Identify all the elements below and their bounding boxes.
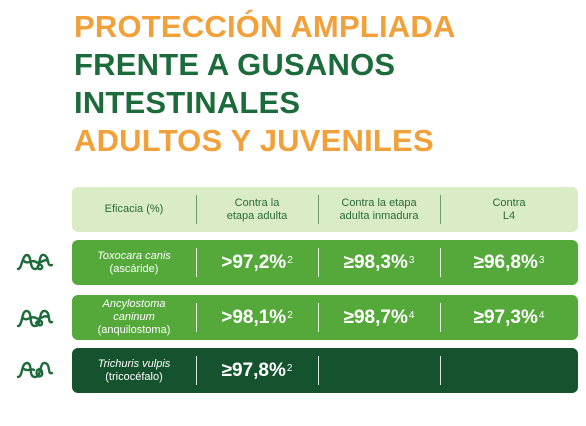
divider — [318, 248, 319, 277]
adult-value: ≥97,8% 2 — [196, 348, 318, 393]
divider — [196, 248, 197, 277]
reference-number: 2 — [287, 310, 293, 321]
l4-value: ≥96,8% 3 — [440, 240, 578, 285]
immature-value: ≥98,7% 4 — [318, 295, 440, 340]
divider — [440, 356, 441, 385]
header-l4-line2: L4 — [502, 209, 516, 222]
value-text: ≥97,8% — [221, 360, 286, 381]
adult-value: >98,1% 2 — [196, 295, 318, 340]
reference-number: 3 — [408, 255, 415, 266]
adult-value: >97,2% 2 — [196, 240, 318, 285]
value-text: ≥98,3% — [343, 252, 408, 273]
divider — [318, 195, 319, 224]
common-name: (tricocéfalo) — [105, 370, 163, 383]
table-row: Trichuris vulpis (tricocéfalo) ≥97,8% 2 — [72, 348, 578, 393]
header-efficacy-label: Eficacia (%) — [104, 203, 164, 215]
reference-number: 2 — [286, 363, 293, 374]
title-line-4: ADULTOS Y JUVENILES — [74, 123, 434, 158]
hookworm-icon — [16, 309, 54, 328]
parasite-name: Trichuris vulpis (tricocéfalo) — [72, 348, 196, 393]
header-adult-line2: etapa adulta — [226, 209, 288, 222]
scientific-name: Toxocara canis — [97, 249, 171, 262]
value-text: >98,1% — [221, 307, 287, 328]
scientific-name-line1: Ancylostoma — [102, 298, 166, 310]
l4-value — [440, 348, 578, 393]
l4-value: ≥97,3% 4 — [440, 295, 578, 340]
divider — [196, 356, 197, 385]
immature-value — [318, 348, 440, 393]
common-name: (anquilostoma) — [97, 324, 171, 336]
page-title: PROTECCIÓN AMPLIADA FRENTE A GUSANOS INT… — [74, 8, 456, 160]
header-l4: Contra L4 — [440, 187, 578, 232]
scientific-name: Trichuris vulpis — [97, 357, 171, 370]
header-adult: Contra la etapa adulta — [196, 187, 318, 232]
parasite-name: Ancylostoma caninum (anquilostoma) — [72, 295, 196, 340]
divider — [196, 303, 197, 332]
divider — [440, 195, 441, 224]
value-text: >97,2% — [221, 252, 287, 273]
divider — [318, 303, 319, 332]
table-row: Toxocara canis (ascáride) >97,2% 2 ≥98,3%… — [72, 240, 578, 285]
parasite-name: Toxocara canis (ascáride) — [72, 240, 196, 285]
header-immature-line1: Contra la etapa — [341, 196, 417, 209]
header-adult-line1: Contra la — [234, 196, 280, 209]
table-row: Ancylostoma caninum (anquilostoma) >98,1… — [72, 295, 578, 340]
title-line-2: FRENTE A GUSANOS — [74, 47, 396, 82]
reference-number: 4 — [538, 310, 545, 321]
value-text: ≥98,7% — [343, 307, 408, 328]
title-line-3: INTESTINALES — [74, 85, 301, 120]
header-immature-line2: adulta inmadura — [339, 209, 419, 222]
table-header: Eficacia (%) Contra la etapa adulta Cont… — [72, 187, 578, 232]
reference-number: 3 — [538, 255, 545, 266]
title-line-1: PROTECCIÓN AMPLIADA — [74, 9, 456, 44]
reference-number: 4 — [408, 310, 415, 321]
roundworm-icon — [16, 253, 54, 271]
divider — [196, 195, 197, 224]
reference-number: 2 — [287, 255, 293, 266]
scientific-name-line2: caninum — [113, 311, 155, 323]
value-text: ≥97,3% — [473, 307, 538, 328]
divider — [440, 303, 441, 332]
immature-value: ≥98,3% 3 — [318, 240, 440, 285]
header-efficacy: Eficacia (%) — [72, 187, 196, 232]
whipworm-icon — [16, 361, 54, 379]
divider — [440, 248, 441, 277]
header-l4-line1: Contra — [492, 196, 526, 209]
common-name: (ascáride) — [109, 262, 159, 275]
divider — [318, 356, 319, 385]
header-immature: Contra la etapa adulta inmadura — [318, 187, 440, 232]
value-text: ≥96,8% — [473, 252, 538, 273]
